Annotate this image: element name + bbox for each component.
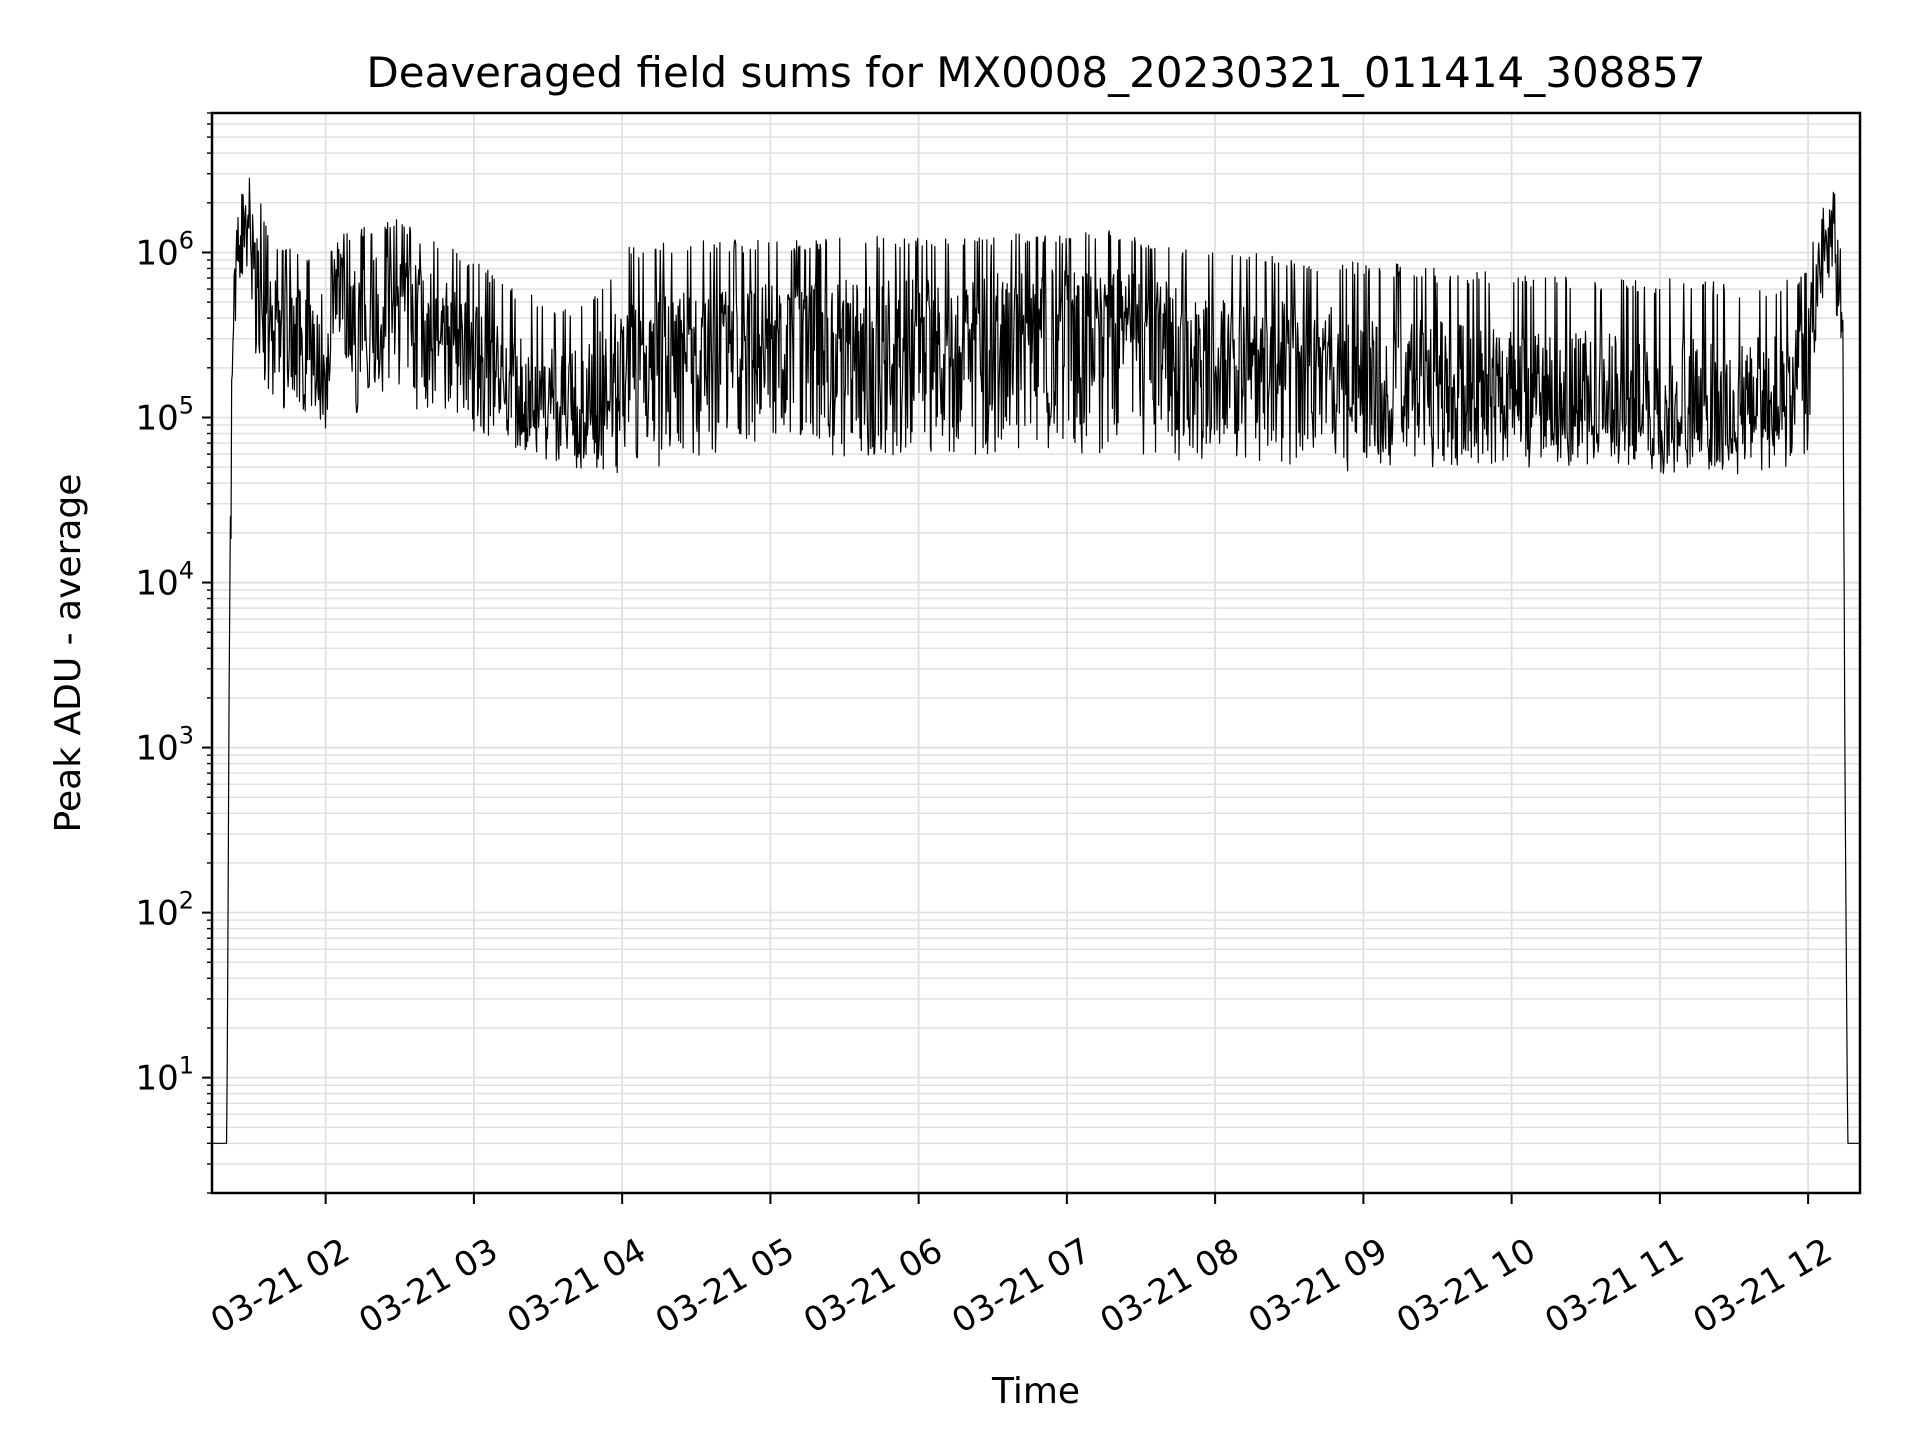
y-tick-base: 10	[135, 894, 178, 934]
y-tick-label: 105	[135, 392, 194, 439]
y-axis-label: Peak ADU - average	[48, 474, 89, 833]
data-layer	[212, 177, 1860, 1144]
chart-title: Deaveraged field sums for MX0008_2023032…	[366, 48, 1705, 97]
y-tick-label: 102	[135, 887, 194, 934]
y-tick-label: 106	[135, 226, 194, 273]
y-tick-label: 101	[135, 1052, 194, 1099]
y-tick-label: 104	[135, 557, 194, 604]
series-line	[212, 177, 1860, 1144]
y-tick-exponent: 4	[179, 557, 194, 585]
y-tick-base: 10	[135, 399, 178, 439]
y-tick-exponent: 1	[179, 1052, 194, 1080]
plot-frame	[210, 111, 1862, 1195]
y-tick-exponent: 2	[179, 887, 194, 915]
x-axis-label: Time	[991, 1371, 1080, 1412]
y-tick-base: 10	[135, 233, 178, 273]
y-tick-label: 103	[135, 722, 194, 769]
y-tick-exponent: 5	[179, 392, 194, 420]
y-tick-base: 10	[135, 564, 178, 604]
y-tick-exponent: 6	[179, 226, 194, 254]
y-tick-exponent: 3	[179, 722, 194, 750]
y-tick-base: 10	[135, 729, 178, 769]
y-tick-base: 10	[135, 1059, 178, 1099]
